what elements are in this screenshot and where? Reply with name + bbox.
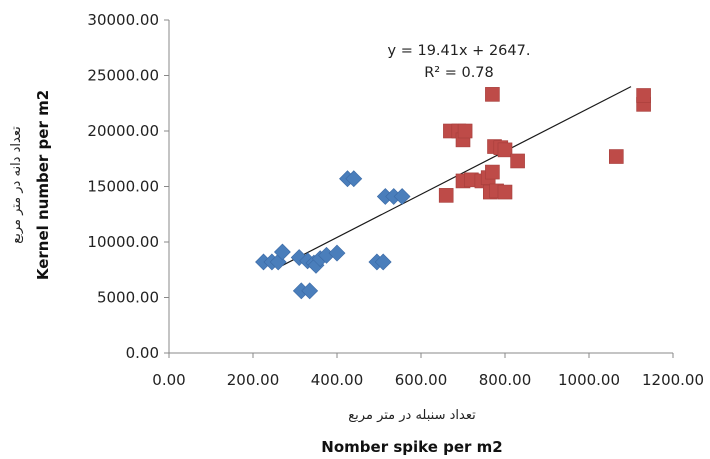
y-axis-label-persian: تعداد دانه در متر مربع bbox=[9, 126, 24, 244]
square-point bbox=[438, 188, 454, 203]
square-point bbox=[485, 87, 500, 102]
y-tick-label: 25000.00 bbox=[87, 67, 159, 85]
x-ticks: 0.00 200.00 400.00 600.00 800.00 1000.00 1200.… bbox=[152, 353, 704, 389]
diamond-point bbox=[301, 282, 319, 300]
x-axis-label-persian: تعداد سنبله در متر مربع bbox=[348, 408, 476, 423]
trendline-equation: y = 19.41x + 2647. bbox=[388, 43, 531, 59]
x-tick-label: 200.00 bbox=[227, 371, 280, 389]
x-tick-label: 400.00 bbox=[311, 371, 364, 389]
square-point bbox=[636, 88, 651, 103]
data-points bbox=[255, 87, 651, 300]
axes bbox=[168, 20, 673, 354]
diamond-point bbox=[345, 170, 363, 188]
y-tick-label: 5000.00 bbox=[97, 289, 159, 307]
x-tick-label: 0.00 bbox=[152, 371, 185, 389]
square-point bbox=[457, 123, 473, 139]
y-tick-label: 30000.00 bbox=[87, 11, 159, 29]
x-tick-label: 800.00 bbox=[479, 371, 532, 389]
y-tick-label: 15000.00 bbox=[87, 178, 159, 196]
y-tick-label: 20000.00 bbox=[87, 122, 159, 140]
diamond-point bbox=[374, 253, 392, 271]
diamond-point bbox=[273, 243, 291, 261]
diamond-point bbox=[328, 244, 346, 262]
y-tick-label: 10000.00 bbox=[87, 233, 159, 251]
square-point bbox=[510, 153, 525, 169]
x-axis-label: Nomber spike per m2 bbox=[321, 438, 502, 456]
x-tick-label: 600.00 bbox=[395, 371, 448, 389]
trendline-r-squared: R² = 0.78 bbox=[424, 65, 494, 81]
diamond-point bbox=[393, 188, 411, 205]
y-tick-label: 0.00 bbox=[126, 344, 159, 362]
square-point bbox=[497, 142, 513, 158]
x-tick-label: 1200.00 bbox=[642, 371, 704, 389]
square-point bbox=[608, 149, 624, 164]
x-tick-label: 1000.00 bbox=[558, 371, 620, 389]
square-point bbox=[485, 164, 500, 180]
square-point bbox=[497, 184, 513, 200]
y-ticks: 0.00 5000.00 10000.00 15000.00 20000.00 25000… bbox=[87, 11, 169, 362]
y-axis-label: Kernel number per m2 bbox=[34, 90, 52, 280]
